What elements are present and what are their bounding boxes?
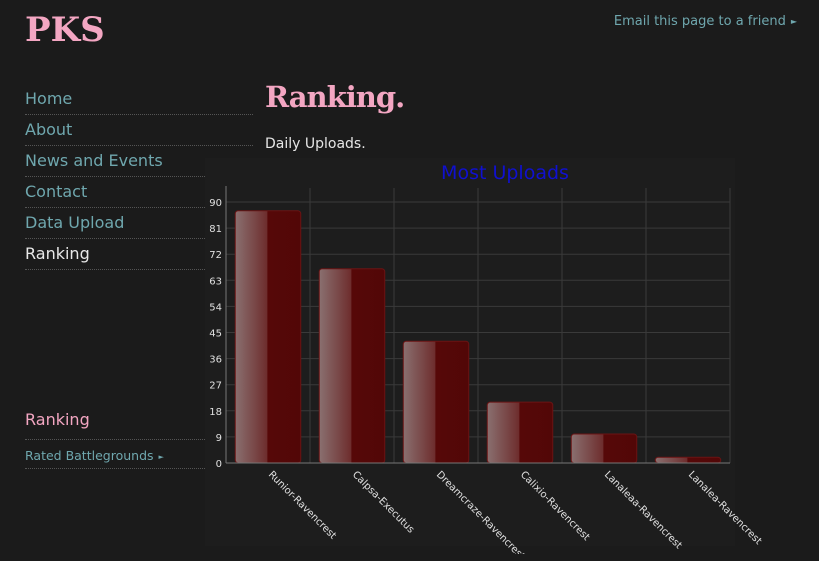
main-nav: Home About News and Events Contact Data …: [25, 84, 253, 270]
y-tick-label: 0: [216, 459, 222, 470]
y-tick-label: 45: [209, 329, 222, 340]
email-page-link-label: Email this page to a friend: [613, 14, 786, 29]
bar: [486, 401, 554, 464]
nav-item-home[interactable]: Home: [25, 84, 253, 115]
page-title: Ranking.: [265, 80, 405, 114]
y-tick-label: 63: [209, 276, 222, 287]
nav-item-contact[interactable]: Contact: [25, 177, 205, 208]
email-page-link[interactable]: Email this page to a friend ►: [614, 14, 797, 29]
rated-battlegrounds-link[interactable]: Rated Battlegrounds ►: [25, 448, 205, 469]
y-tick-label: 72: [209, 250, 222, 261]
arrow-right-icon: ►: [790, 17, 797, 26]
y-tick-label: 18: [209, 407, 222, 418]
sidebar-title: Ranking: [25, 410, 205, 440]
bar: [570, 433, 638, 464]
page-subtitle: Daily Uploads.: [265, 136, 366, 152]
site-logo[interactable]: PKS: [25, 10, 105, 50]
nav-item-data-upload[interactable]: Data Upload: [25, 208, 205, 239]
arrow-right-icon: ►: [158, 452, 164, 461]
chart-title: Most Uploads: [441, 162, 569, 184]
bar: [402, 340, 470, 464]
bar: [654, 456, 722, 464]
y-tick-label: 90: [209, 198, 222, 209]
y-axis: 0 9 18 27 36 45 54 63 72 81 90: [209, 186, 227, 470]
y-tick-label: 81: [209, 224, 222, 235]
bar: [318, 268, 386, 464]
y-tick-label: 27: [209, 381, 222, 392]
rated-battlegrounds-label: Rated Battlegrounds: [25, 448, 154, 463]
nav-item-news-and-events[interactable]: News and Events: [25, 146, 205, 177]
bar: [234, 210, 302, 464]
nav-item-ranking[interactable]: Ranking: [25, 239, 205, 270]
bar-series: [234, 210, 722, 464]
y-tick-label: 36: [209, 355, 222, 366]
y-tick-label: 9: [216, 433, 222, 444]
nav-item-about[interactable]: About: [25, 115, 253, 146]
y-tick-label: 54: [209, 302, 222, 313]
chart-grid: [225, 188, 731, 464]
